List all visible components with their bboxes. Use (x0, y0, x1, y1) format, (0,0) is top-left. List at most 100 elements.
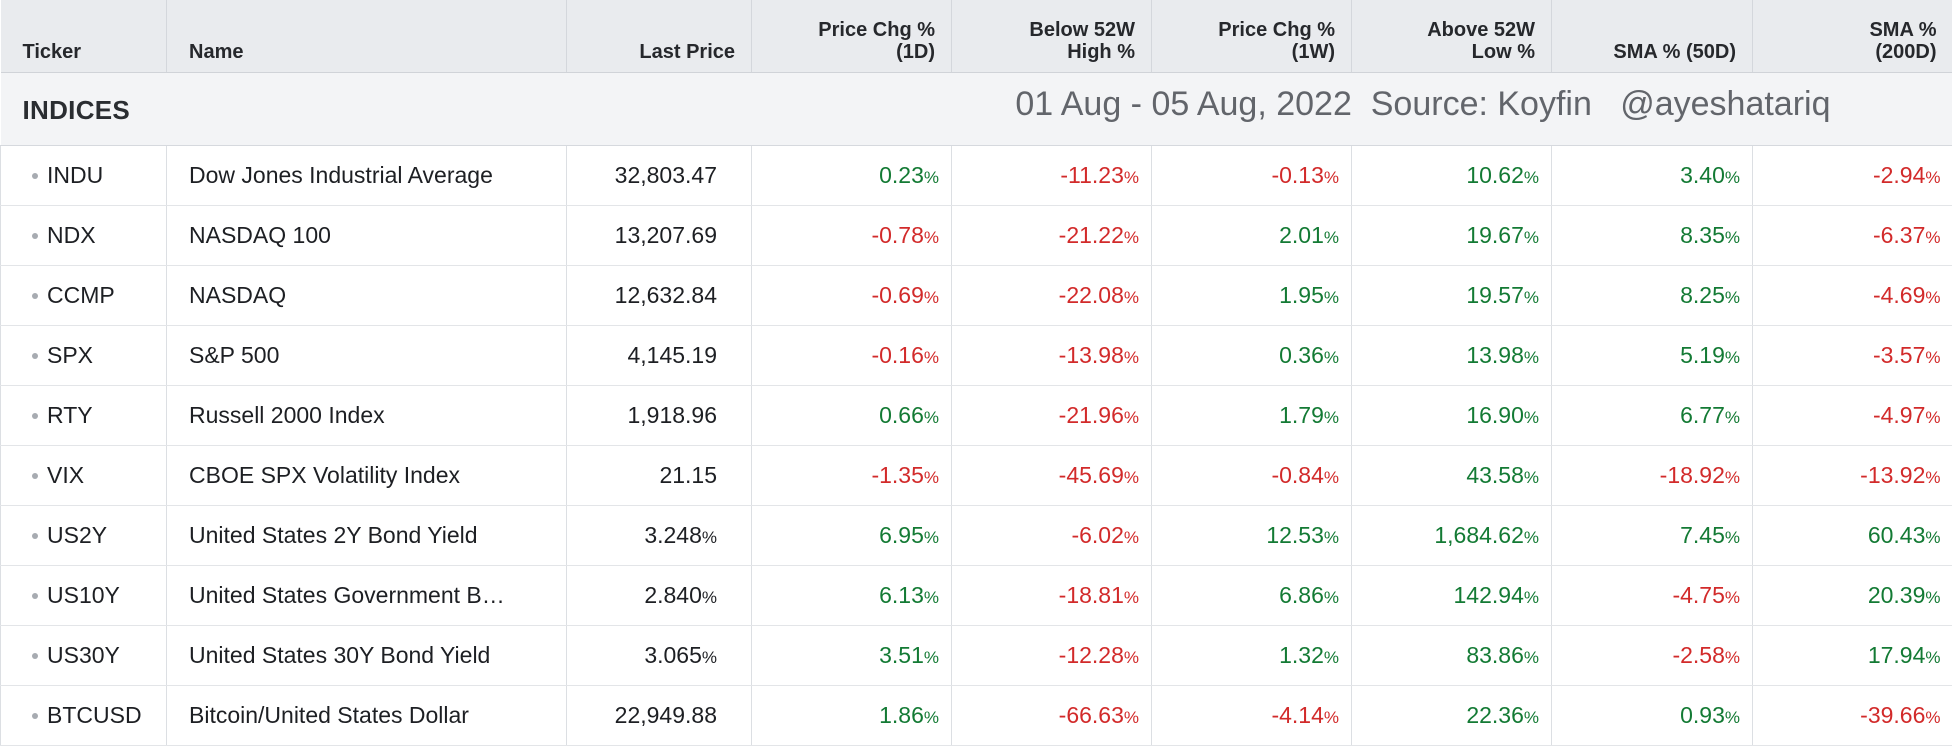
ticker-cell[interactable]: INDU (1, 145, 167, 205)
price-chg-1w-value: 1.95% (1152, 265, 1352, 325)
ticker-symbol: US2Y (31, 522, 107, 548)
percent-sign: % (1124, 708, 1139, 727)
column-header-sma-200d[interactable]: SMA %(200D) (1753, 0, 1952, 72)
metric-number: -0.78 (871, 222, 923, 248)
ticker-cell[interactable]: US30Y (1, 625, 167, 685)
sma-50d-value: -4.75% (1552, 565, 1753, 625)
metric-number: 16.90 (1466, 402, 1524, 428)
percent-sign: % (1925, 528, 1940, 547)
metric-number: -2.58 (1672, 642, 1724, 668)
metric-number: 1.32 (1279, 642, 1324, 668)
bullet-dot-icon (32, 293, 38, 299)
sma-50d-value: 8.25% (1552, 265, 1753, 325)
last-price: 32,803.47 (567, 145, 752, 205)
percent-sign: % (1524, 408, 1539, 427)
percent-sign: % (1925, 288, 1940, 307)
metric-number: -0.69 (871, 282, 923, 308)
last-price-value: 12,632.84 (615, 282, 717, 308)
sma-200d-value: -3.57% (1753, 325, 1952, 385)
above-52w-low-value: 19.57% (1352, 265, 1552, 325)
metric-number: -2.94 (1873, 162, 1925, 188)
column-header-price-chg-1d[interactable]: Price Chg %(1D) (752, 0, 952, 72)
price-chg-1d-value: -0.78% (752, 205, 952, 265)
section-row-indices: INDICES 01 Aug - 05 Aug, 2022 Source: Ko… (1, 72, 1952, 145)
metric-number: -22.08 (1059, 282, 1124, 308)
below-52w-high-value: -18.81% (952, 565, 1152, 625)
above-52w-low-value: 22.36% (1352, 685, 1552, 745)
metric-number: -0.13 (1271, 162, 1323, 188)
last-price: 3.065% (567, 625, 752, 685)
ticker-cell[interactable]: US10Y (1, 565, 167, 625)
sma-50d-value: -2.58% (1552, 625, 1753, 685)
ticker-symbol: SPX (31, 342, 93, 368)
price-chg-1w-value: 1.32% (1152, 625, 1352, 685)
metric-number: 6.13 (879, 582, 924, 608)
ticker-cell[interactable]: VIX (1, 445, 167, 505)
metric-number: -4.69 (1873, 282, 1925, 308)
above-52w-low-value: 19.67% (1352, 205, 1552, 265)
metric-number: 3.40 (1680, 162, 1725, 188)
sma-200d-value: -2.94% (1753, 145, 1952, 205)
sma-200d-value: 20.39% (1753, 565, 1952, 625)
bullet-dot-icon (32, 473, 38, 479)
ticker-cell[interactable]: NDX (1, 205, 167, 265)
percent-sign: % (1524, 348, 1539, 367)
metric-number: 2.01 (1279, 222, 1324, 248)
percent-sign: % (1324, 468, 1339, 487)
percent-sign: % (1725, 648, 1740, 667)
price-chg-1d-value: 3.51% (752, 625, 952, 685)
sma-200d-value: -4.69% (1753, 265, 1952, 325)
ticker-cell[interactable]: BTCUSD (1, 685, 167, 745)
percent-sign: % (1524, 588, 1539, 607)
column-header-last-price[interactable]: Last Price (567, 0, 752, 72)
below-52w-high-value: -21.22% (952, 205, 1152, 265)
column-header-sma-50d[interactable]: SMA % (50D) (1552, 0, 1753, 72)
percent-sign: % (924, 348, 939, 367)
ticker-cell[interactable]: US2Y (1, 505, 167, 565)
last-price-value: 1,918.96 (627, 402, 717, 428)
metric-number: -66.63 (1059, 702, 1124, 728)
ticker-cell[interactable]: RTY (1, 385, 167, 445)
percent-sign: % (702, 588, 717, 607)
ticker-symbol: INDU (31, 162, 103, 188)
below-52w-high-value: -11.23% (952, 145, 1152, 205)
sma-50d-value: 3.40% (1552, 145, 1753, 205)
security-name: United States Government B… (167, 565, 567, 625)
percent-sign: % (924, 708, 939, 727)
column-header-name[interactable]: Name (167, 0, 567, 72)
ticker-cell[interactable]: CCMP (1, 265, 167, 325)
price-chg-1d-value: -0.16% (752, 325, 952, 385)
last-price-value: 32,803.47 (615, 162, 717, 188)
below-52w-high-value: -22.08% (952, 265, 1152, 325)
price-chg-1w-value: 6.86% (1152, 565, 1352, 625)
security-name: CBOE SPX Volatility Index (167, 445, 567, 505)
above-52w-low-value: 43.58% (1352, 445, 1552, 505)
percent-sign: % (1324, 588, 1339, 607)
metric-number: -21.22 (1059, 222, 1124, 248)
column-header-price-chg-1w[interactable]: Price Chg %(1W) (1152, 0, 1352, 72)
above-52w-low-value: 1,684.62% (1352, 505, 1552, 565)
security-name: United States 2Y Bond Yield (167, 505, 567, 565)
column-header-ticker[interactable]: Ticker (1, 0, 167, 72)
sma-200d-value: 60.43% (1753, 505, 1952, 565)
metric-number: 12.53 (1266, 522, 1324, 548)
ticker-cell[interactable]: SPX (1, 325, 167, 385)
percent-sign: % (1324, 348, 1339, 367)
metric-number: 6.95 (879, 522, 924, 548)
percent-sign: % (1725, 588, 1740, 607)
last-price: 2.840% (567, 565, 752, 625)
price-chg-1d-value: 0.23% (752, 145, 952, 205)
